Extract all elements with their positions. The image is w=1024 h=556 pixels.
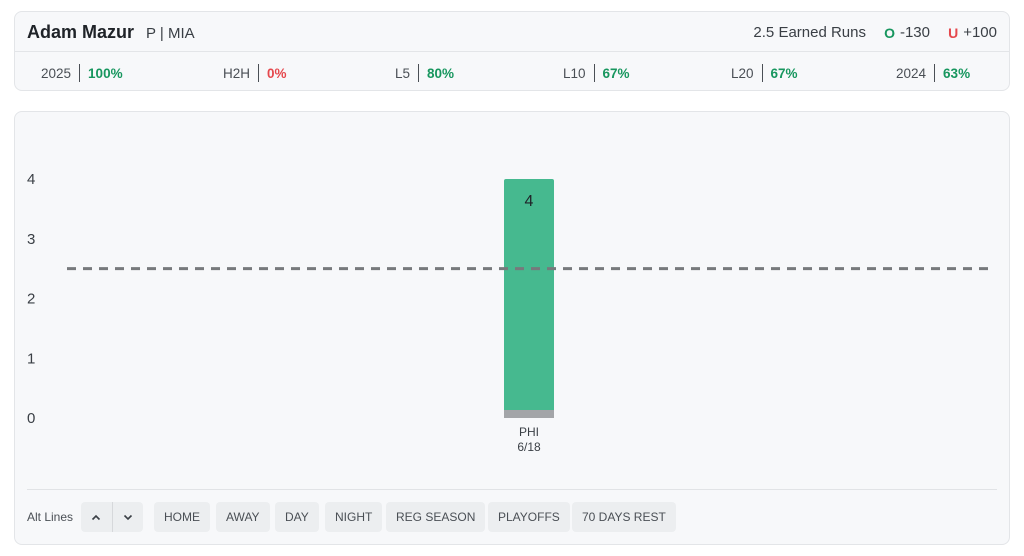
stat-label: L10 (563, 65, 586, 81)
stat-value: 67% (602, 65, 630, 81)
prop-header-top: Adam Mazur P | MIA 2.5 Earned Runs O -13… (15, 12, 1009, 52)
y-tick-label: 4 (27, 171, 35, 188)
x-tick-opponent: PHI (519, 425, 539, 439)
under-odds: +100 (963, 24, 997, 41)
stat-value: 0% (267, 65, 287, 81)
stat-l10[interactable]: L10 67% (563, 64, 630, 82)
over-icon: O (884, 24, 895, 41)
prop-line: 2.5 Earned Runs (753, 24, 866, 41)
stepper-divider (111, 502, 113, 532)
y-tick-label: 0 (27, 410, 35, 427)
stat-value: 67% (770, 65, 798, 81)
filter-day-button[interactable]: DAY (275, 502, 319, 532)
stat-divider (593, 64, 595, 82)
over-odds-button[interactable]: O -130 (884, 24, 930, 41)
filter-70-days-rest-button[interactable]: 70 DAYS REST (572, 502, 676, 532)
game-log-chart-card: 0 1 2 3 4 4 PHI 6/18 Alt Lines HOME AWAY DAY NI… (14, 111, 1010, 545)
stat-label: L5 (395, 65, 411, 81)
stat-divider (761, 64, 763, 82)
player-name[interactable]: Adam Mazur (27, 22, 135, 42)
bar[interactable] (504, 179, 554, 418)
filter-home-button[interactable]: HOME (154, 502, 210, 532)
stat-h2h[interactable]: H2H 0% (223, 64, 287, 82)
stat-value: 63% (943, 65, 971, 81)
alt-lines-stepper (81, 502, 143, 532)
y-tick-label: 1 (27, 350, 35, 367)
bar-value-label: 4 (525, 193, 534, 210)
chevron-down-icon[interactable] (113, 502, 144, 532)
stat-label: H2H (223, 65, 251, 81)
stat-value: 80% (427, 65, 455, 81)
filter-away-button[interactable]: AWAY (216, 502, 270, 532)
y-tick-label: 2 (27, 291, 35, 308)
alt-lines-label: Alt Lines (27, 510, 74, 524)
stat-l20[interactable]: L20 67% (731, 64, 798, 82)
x-tick-date: 6/18 (517, 440, 541, 454)
stat-divider (79, 64, 81, 82)
filter-playoffs-button[interactable]: PLAYOFFS (488, 502, 570, 532)
stat-2025[interactable]: 2025 100% (41, 64, 123, 82)
under-icon: U (948, 24, 959, 41)
prop-header-card: Adam Mazur P | MIA 2.5 Earned Runs O -13… (14, 11, 1010, 91)
stat-divider (934, 64, 936, 82)
stat-label: 2025 (41, 65, 72, 81)
stat-2024[interactable]: 2024 63% (896, 64, 970, 82)
over-odds: -130 (899, 24, 930, 41)
stat-label: L20 (731, 65, 754, 81)
filter-night-button[interactable]: NIGHT (325, 502, 383, 532)
chevron-up-icon[interactable] (81, 502, 112, 532)
bar-baseline (504, 410, 554, 418)
hit-rate-stats: 2025 100% H2H 0% L5 80% L10 67% L20 67% … (15, 53, 1009, 91)
under-odds-button[interactable]: U +100 (948, 24, 997, 41)
player-position-team: P | MIA (146, 25, 195, 42)
y-tick-label: 3 (27, 231, 35, 248)
stat-divider (418, 64, 420, 82)
filter-reg-season-button[interactable]: REG SEASON (386, 502, 486, 532)
stat-divider (258, 64, 260, 82)
stat-l5[interactable]: L5 80% (395, 64, 454, 82)
stat-label: 2024 (896, 65, 927, 81)
toolbar-divider (27, 489, 997, 490)
stat-value: 100% (88, 65, 123, 81)
